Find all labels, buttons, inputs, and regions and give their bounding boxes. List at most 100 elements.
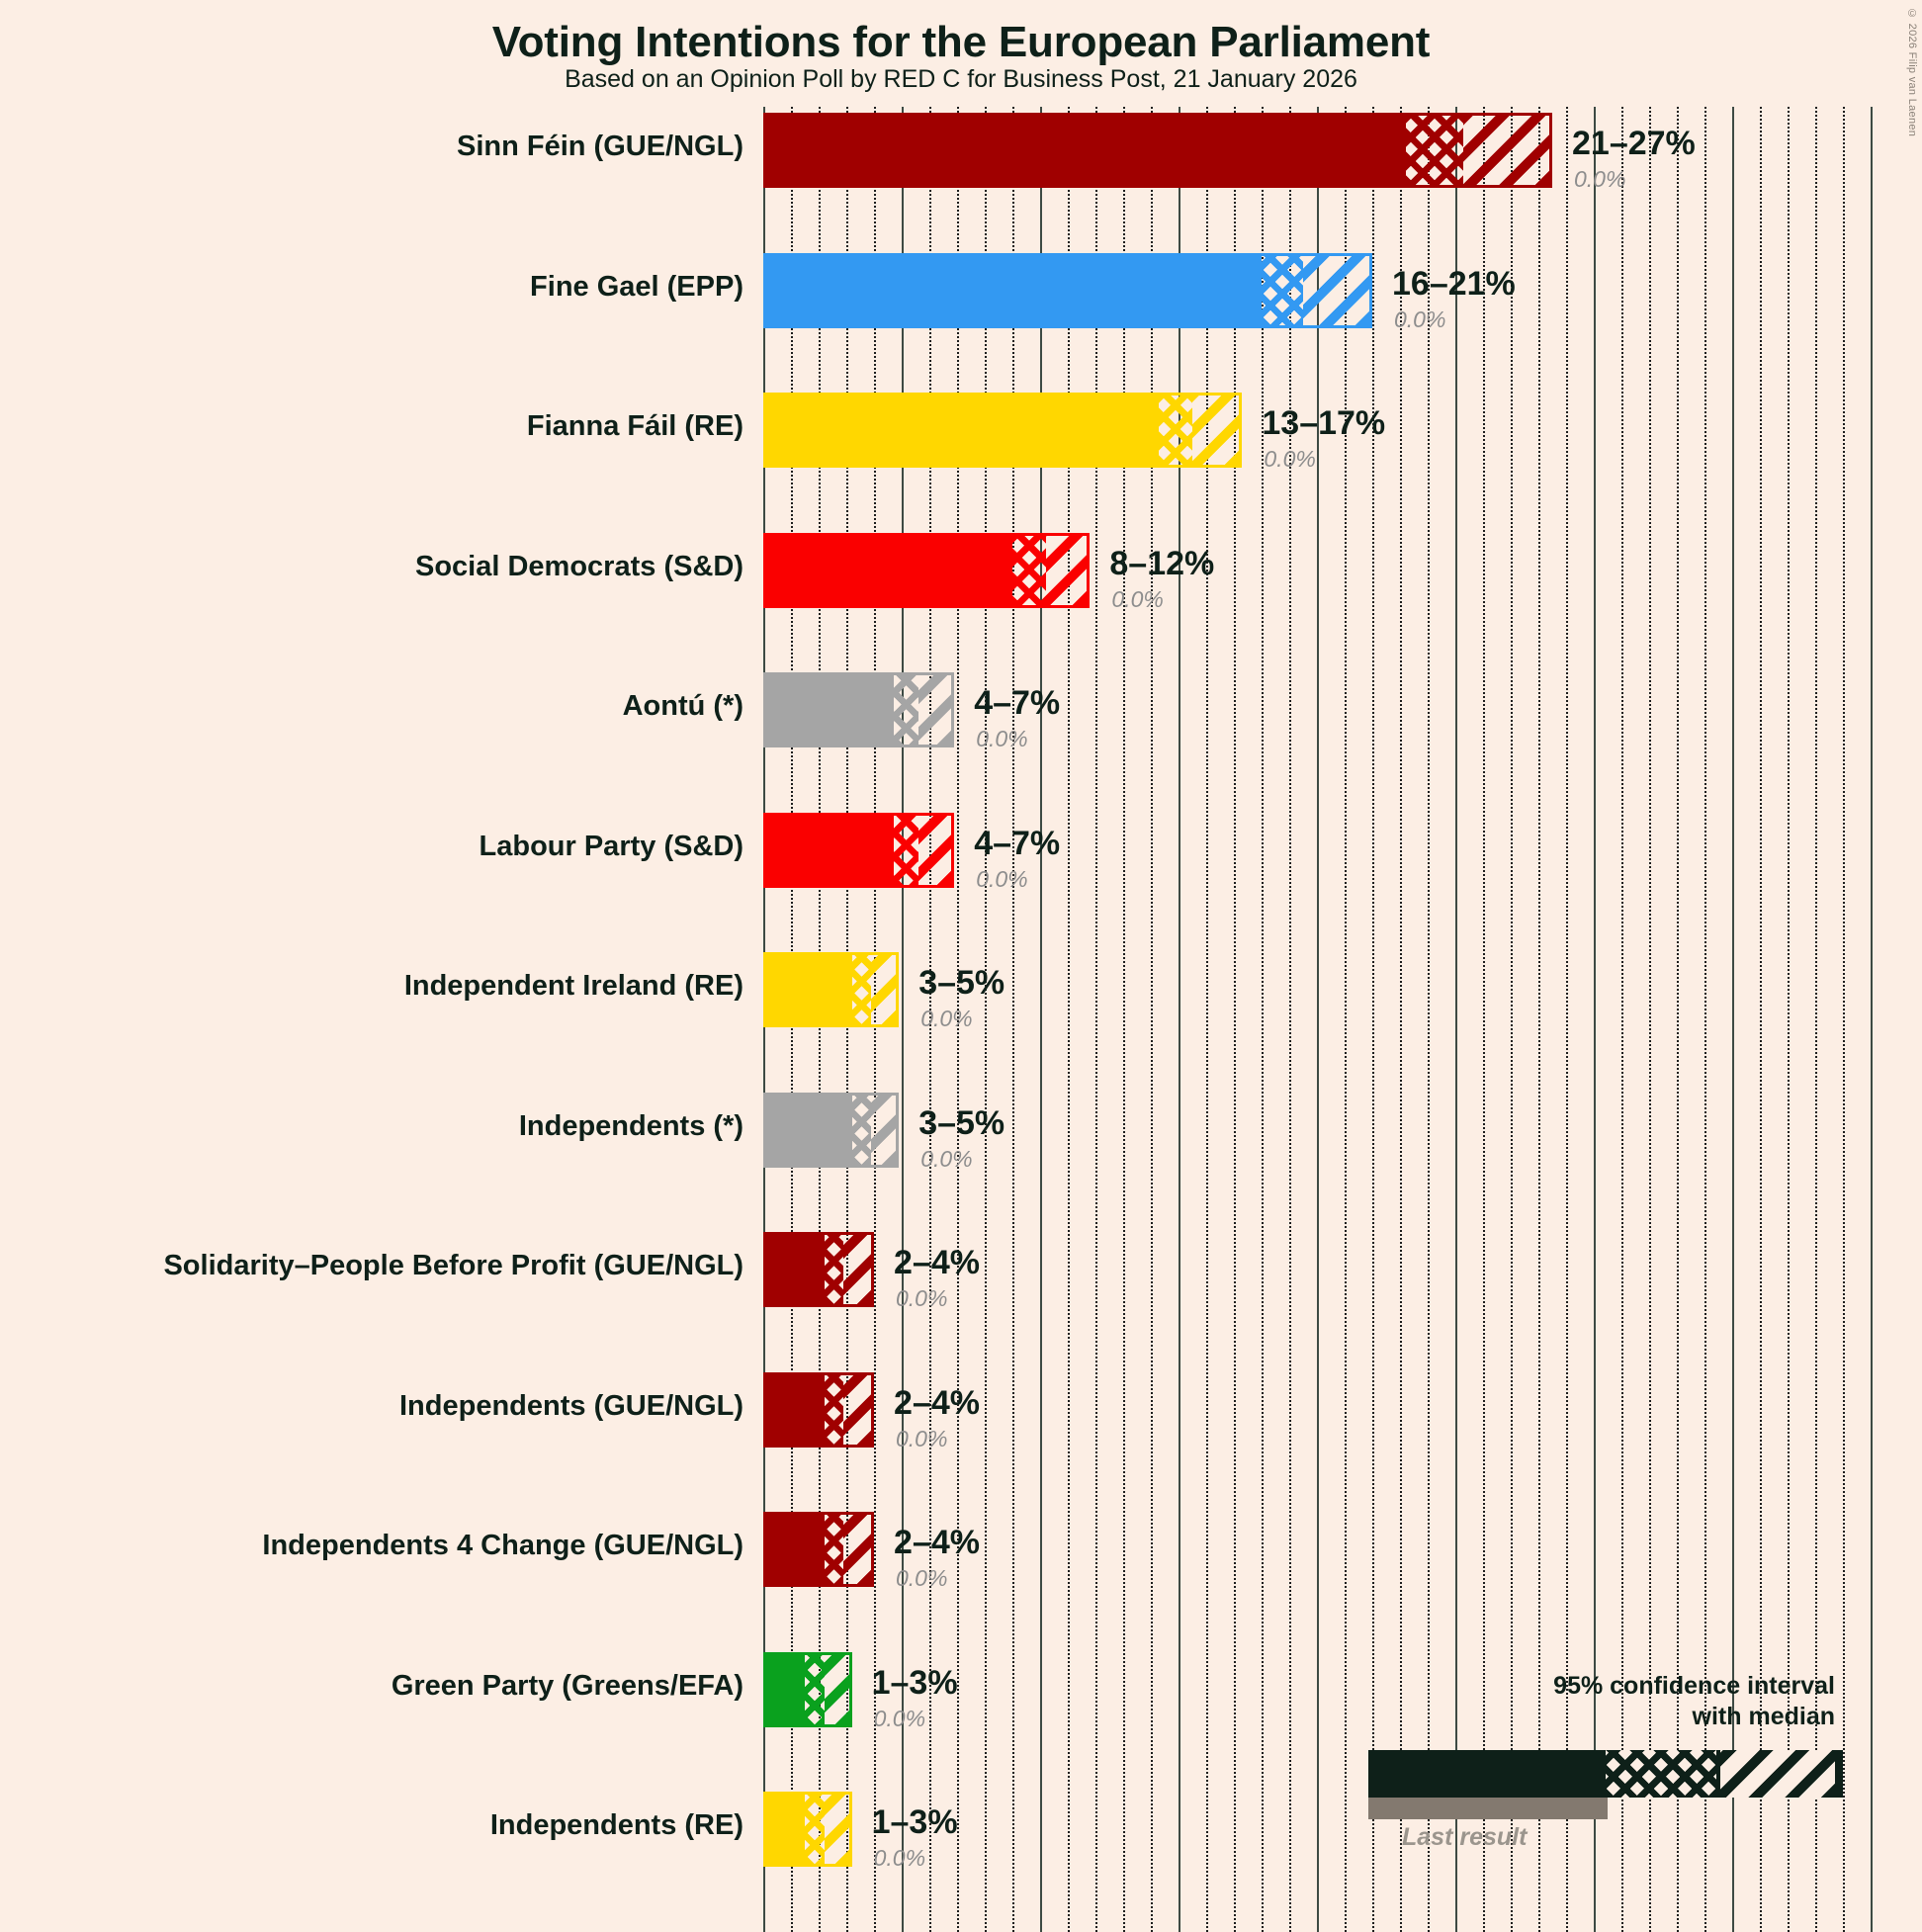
gridline-major bbox=[902, 107, 904, 1932]
confidence-interval-bar bbox=[763, 393, 1243, 468]
confidence-interval-bar bbox=[763, 1232, 874, 1307]
bar-segment-solid bbox=[763, 672, 894, 747]
party-label: Independents (*) bbox=[518, 1109, 743, 1142]
bar-segment-solid bbox=[763, 393, 1160, 468]
last-result-value-label: 0.0% bbox=[873, 1705, 926, 1731]
gridline-minor bbox=[1428, 107, 1430, 1932]
plot-area bbox=[763, 107, 1873, 1932]
bar-segment-crosshatch bbox=[851, 952, 872, 1027]
bar-segment-solid bbox=[763, 1792, 805, 1867]
confidence-interval-bar bbox=[763, 1512, 874, 1587]
bar-row: Independent Ireland (RE) 3–5% 0.0% bbox=[0, 952, 1922, 1031]
legend-ci-label: 95% confidence interval with median bbox=[1553, 1672, 1835, 1730]
gridline-minor bbox=[1511, 107, 1513, 1932]
last-result-value-label: 0.0% bbox=[976, 865, 1028, 892]
gridline-minor bbox=[1289, 107, 1291, 1932]
party-label: Sinn Féin (GUE/NGL) bbox=[457, 131, 743, 162]
party-label: Independents 4 Change (GUE/NGL) bbox=[262, 1530, 743, 1561]
last-result-value-label: 0.0% bbox=[1394, 306, 1446, 332]
bar-segment-solid bbox=[763, 1092, 852, 1168]
bar-segment-hatch bbox=[1303, 252, 1372, 328]
bar-segment-solid bbox=[763, 1651, 805, 1727]
party-label: Aontú (*) bbox=[622, 690, 743, 722]
bar-row: Fine Gael (EPP) 16–21% 0.0% bbox=[0, 252, 1922, 332]
bar-segment-hatch bbox=[843, 1232, 874, 1307]
bar-segment-crosshatch bbox=[1262, 252, 1303, 328]
gridline-minor bbox=[1262, 107, 1264, 1932]
bar-segment-hatch bbox=[1045, 532, 1091, 608]
last-result-value-label: 0.0% bbox=[920, 1006, 973, 1031]
range-value-label: 8–12% bbox=[1109, 544, 1215, 582]
gridline-minor bbox=[1483, 107, 1485, 1932]
confidence-interval-bar bbox=[763, 812, 955, 888]
gridline-minor bbox=[1704, 107, 1706, 1932]
bar-segment-solid bbox=[763, 1512, 825, 1587]
bar-segment-solid bbox=[763, 812, 894, 888]
bar-row: Fianna Fáil (RE) 13–17% 0.0% bbox=[0, 393, 1922, 472]
gridline-major bbox=[1179, 107, 1180, 1932]
confidence-interval-bar bbox=[763, 1371, 874, 1448]
gridline-minor bbox=[1788, 107, 1790, 1932]
bar-segment-crosshatch bbox=[824, 1512, 844, 1587]
bar-row: Independents 4 Change (GUE/NGL) 2–4% 0.0% bbox=[0, 1512, 1922, 1591]
bar-segment-crosshatch bbox=[824, 1232, 844, 1307]
bar-segment-hatch bbox=[824, 1651, 852, 1727]
bar-segment-hatch bbox=[871, 1092, 900, 1168]
legend-crosshatch-segment bbox=[1606, 1750, 1716, 1798]
gridline-minor bbox=[1372, 107, 1374, 1932]
party-label: Green Party (Greens/EFA) bbox=[391, 1669, 743, 1702]
gridline-major bbox=[1040, 107, 1042, 1932]
bar-segment-hatch bbox=[917, 812, 955, 888]
legend-last-result-swatch bbox=[1368, 1798, 1608, 1819]
gridline-minor bbox=[1068, 107, 1070, 1932]
range-value-label: 2–4% bbox=[894, 1244, 980, 1281]
gridline-minor bbox=[957, 107, 959, 1932]
copyright-notice: © 2026 Filip van Laenen bbox=[1906, 8, 1918, 137]
bar-row: Independents (GUE/NGL) 2–4% 0.0% bbox=[0, 1371, 1922, 1451]
confidence-interval-bar bbox=[763, 252, 1372, 328]
confidence-interval-bar bbox=[763, 1792, 852, 1867]
bar-segment-crosshatch bbox=[851, 1092, 872, 1168]
page-title: Voting Intentions for the European Parli… bbox=[491, 18, 1431, 66]
last-result-value-label: 0.0% bbox=[920, 1145, 973, 1172]
bar-row: Independents (*) 3–5% 0.0% bbox=[0, 1092, 1922, 1172]
last-result-value-label: 0.0% bbox=[896, 1565, 948, 1591]
party-label: Independents (GUE/NGL) bbox=[399, 1389, 743, 1422]
range-value-label: 4–7% bbox=[974, 684, 1061, 722]
bar-segment-hatch bbox=[824, 1792, 852, 1867]
last-result-value-label: 0.0% bbox=[873, 1845, 926, 1871]
gridline-major bbox=[1732, 107, 1734, 1932]
gridline-minor bbox=[985, 107, 987, 1932]
chart-legend: 95% confidence interval with median Last… bbox=[1285, 1671, 1898, 1908]
bar-row: Independents (RE) 1–3% 0.0% bbox=[0, 1792, 1922, 1871]
bar-segment-crosshatch bbox=[893, 812, 918, 888]
bar-segment-hatch bbox=[871, 952, 900, 1027]
gridline-minor bbox=[1677, 107, 1679, 1932]
last-result-value-label: 0.0% bbox=[896, 1425, 948, 1451]
range-value-label: 2–4% bbox=[894, 1383, 980, 1422]
bar-segment-hatch bbox=[1192, 393, 1243, 468]
bar-segment-crosshatch bbox=[893, 672, 918, 747]
bar-row: Sinn Féin (GUE/NGL) 21–27% 0.0% bbox=[0, 113, 1922, 192]
gridline-minor bbox=[929, 107, 931, 1932]
last-result-value-label: 0.0% bbox=[1264, 446, 1316, 472]
gridline-major bbox=[1871, 107, 1873, 1932]
range-value-label: 16–21% bbox=[1392, 264, 1516, 303]
party-label: Social Democrats (S&D) bbox=[415, 550, 743, 582]
party-label: Independent Ireland (RE) bbox=[403, 970, 743, 1002]
chart-subtitle: Based on an Opinion Poll by RED C for Bu… bbox=[565, 65, 1357, 93]
party-label: Solidarity–People Before Profit (GUE/NGL… bbox=[163, 1250, 743, 1281]
gridline-minor bbox=[1621, 107, 1623, 1932]
range-value-label: 3–5% bbox=[918, 964, 1005, 1002]
bar-segment-solid bbox=[763, 1232, 825, 1307]
gridline-minor bbox=[1649, 107, 1651, 1932]
bar-segment-crosshatch bbox=[824, 1371, 844, 1448]
bar-row: Green Party (Greens/EFA) 1–3% 0.0% bbox=[0, 1651, 1922, 1731]
gridline-minor bbox=[1012, 107, 1014, 1932]
last-result-value-label: 0.0% bbox=[1111, 585, 1164, 612]
bar-segment-solid bbox=[763, 252, 1262, 328]
gridline-minor bbox=[1843, 107, 1845, 1932]
legend-hatch-segment bbox=[1720, 1750, 1839, 1798]
bar-segment-crosshatch bbox=[1405, 113, 1464, 188]
